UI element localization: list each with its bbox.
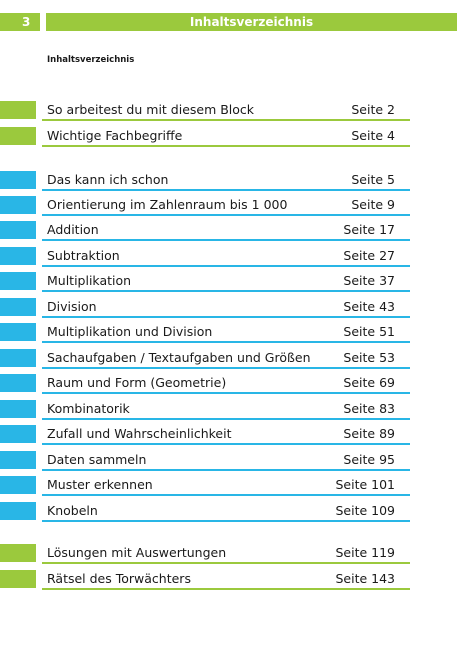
toc-entry-page: Seite 27 — [343, 248, 395, 263]
toc-entry-page: Seite 69 — [343, 375, 395, 390]
toc-entry[interactable]: Rätsel des Torwächters Seite 143 — [0, 569, 457, 590]
toc-color-marker — [0, 323, 36, 341]
toc-underline — [42, 341, 410, 343]
toc-entry[interactable]: Knobeln Seite 109 — [0, 501, 457, 522]
toc-entry[interactable]: Sachaufgaben / Textaufgaben und Größen Se… — [0, 348, 457, 369]
toc-entry-label: Sachaufgaben / Textaufgaben und Größen — [47, 350, 311, 365]
toc-color-marker — [0, 349, 36, 367]
toc-color-marker — [0, 544, 36, 562]
toc-underline — [42, 418, 410, 420]
toc-entry-label: Lösungen mit Auswertungen — [47, 545, 227, 560]
toc-entry-page: Seite 101 — [335, 477, 395, 492]
toc-entry-page: Seite 9 — [351, 197, 395, 212]
toc-color-marker — [0, 476, 36, 494]
toc-entry[interactable]: Das kann ich schon Seite 5 — [0, 170, 457, 191]
toc-entry-label: Das kann ich schon — [47, 172, 169, 187]
toc-entry-label: Subtraktion — [47, 248, 120, 263]
toc-entry[interactable]: Multiplikation und Division Seite 51 — [0, 322, 457, 343]
toc-color-marker — [0, 502, 36, 520]
toc-entry[interactable]: Division Seite 43 — [0, 297, 457, 318]
toc-entry[interactable]: Kombinatorik Seite 83 — [0, 399, 457, 420]
toc-color-marker — [0, 570, 36, 588]
toc-color-marker — [0, 101, 36, 119]
toc-entry-page: Seite 43 — [343, 299, 395, 314]
toc-underline — [42, 562, 410, 564]
toc-entry-page: Seite 109 — [335, 503, 395, 518]
toc-entry-label: Raum und Form (Geometrie) — [47, 375, 227, 390]
toc-color-marker — [0, 272, 36, 290]
toc-entry-label: Rätsel des Torwächters — [47, 571, 191, 586]
toc-underline — [42, 239, 410, 241]
toc-entry-label: Wichtige Fachbegriffe — [47, 128, 183, 143]
toc-underline — [42, 290, 410, 292]
toc-entry-page: Seite 95 — [343, 452, 395, 467]
toc-underline — [42, 316, 410, 318]
toc-entry-label: Zufall und Wahrscheinlichkeit — [47, 426, 232, 441]
page-header: 3 Inhaltsverzeichnis — [0, 13, 457, 31]
toc-underline — [42, 443, 410, 445]
header-title: Inhaltsverzeichnis — [46, 13, 457, 31]
toc-entry-page: Seite 5 — [351, 172, 395, 187]
toc-underline — [42, 119, 410, 121]
toc-entry-page: Seite 2 — [351, 102, 395, 117]
section-subtitle: Inhaltsverzeichnis — [47, 55, 135, 65]
toc-underline — [42, 265, 410, 267]
toc-underline — [42, 520, 410, 522]
toc-entry-label: Daten sammeln — [47, 452, 147, 467]
toc-entry-label: Multiplikation und Division — [47, 324, 213, 339]
toc-entry-page: Seite 4 — [351, 128, 395, 143]
toc-entry[interactable]: Raum und Form (Geometrie) Seite 69 — [0, 373, 457, 394]
toc-entry-page: Seite 53 — [343, 350, 395, 365]
toc-entry-label: Muster erkennen — [47, 477, 153, 492]
toc-entry-page: Seite 51 — [343, 324, 395, 339]
toc-entry-label: Division — [47, 299, 97, 314]
toc-underline — [42, 469, 410, 471]
toc-color-marker — [0, 171, 36, 189]
toc-entry-page: Seite 143 — [335, 571, 395, 586]
toc-entry[interactable]: Subtraktion Seite 27 — [0, 246, 457, 267]
toc-color-marker — [0, 400, 36, 418]
toc-entry[interactable]: So arbeitest du mit diesem Block Seite 2 — [0, 100, 457, 121]
toc-underline — [42, 494, 410, 496]
toc-underline — [42, 214, 410, 216]
toc-entry[interactable]: Addition Seite 17 — [0, 220, 457, 241]
toc-entry-page: Seite 119 — [335, 545, 395, 560]
toc-entry[interactable]: Zufall und Wahrscheinlichkeit Seite 89 — [0, 424, 457, 445]
toc-entry-label: Orientierung im Zahlenraum bis 1 000 — [47, 197, 288, 212]
toc-entry-label: So arbeitest du mit diesem Block — [47, 102, 255, 117]
toc-entry-label: Kombinatorik — [47, 401, 130, 416]
toc-underline — [42, 367, 410, 369]
toc-color-marker — [0, 127, 36, 145]
toc-color-marker — [0, 196, 36, 214]
toc-entry-label: Addition — [47, 222, 99, 237]
toc-color-marker — [0, 221, 36, 239]
toc-underline — [42, 189, 410, 191]
toc-entry-page: Seite 83 — [343, 401, 395, 416]
toc-entry-page: Seite 89 — [343, 426, 395, 441]
toc-color-marker — [0, 298, 36, 316]
toc-color-marker — [0, 451, 36, 469]
toc-underline — [42, 392, 410, 394]
toc-entry[interactable]: Daten sammeln Seite 95 — [0, 450, 457, 471]
toc-entry-page: Seite 37 — [343, 273, 395, 288]
toc-entry-page: Seite 17 — [343, 222, 395, 237]
page-number: 3 — [0, 13, 40, 31]
toc-entry[interactable]: Orientierung im Zahlenraum bis 1 000 Seit… — [0, 195, 457, 216]
toc-color-marker — [0, 247, 36, 265]
toc-color-marker — [0, 374, 36, 392]
toc-entry[interactable]: Multiplikation Seite 37 — [0, 271, 457, 292]
toc-entry-label: Multiplikation — [47, 273, 132, 288]
toc-underline — [42, 145, 410, 147]
toc-underline — [42, 588, 410, 590]
toc-entry-label: Knobeln — [47, 503, 98, 518]
toc-entry[interactable]: Lösungen mit Auswertungen Seite 119 — [0, 543, 457, 564]
toc-color-marker — [0, 425, 36, 443]
toc-entry[interactable]: Muster erkennen Seite 101 — [0, 475, 457, 496]
toc-entry[interactable]: Wichtige Fachbegriffe Seite 4 — [0, 126, 457, 147]
